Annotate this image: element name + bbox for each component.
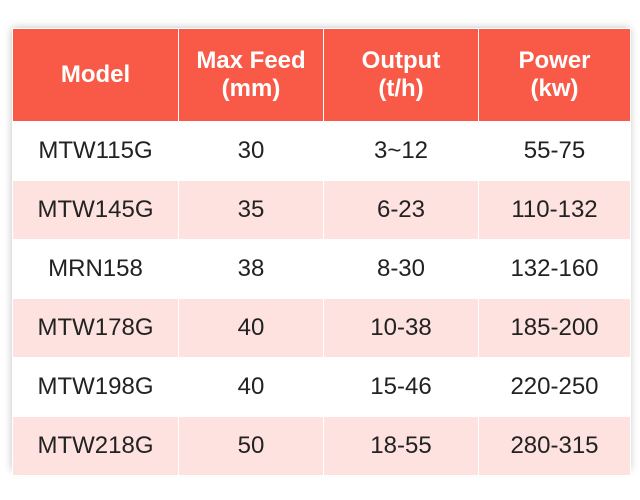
- table-header: Model Max Feed (mm) Output (t/h) Power (kw): [12, 28, 631, 122]
- table-cell: 3~12: [323, 121, 479, 181]
- table-row: MRN158 38 8-30 132-160: [12, 239, 631, 299]
- spec-table: Model Max Feed (mm) Output (t/h) Power (kw)…: [12, 28, 631, 476]
- table-cell: 132-160: [478, 239, 631, 299]
- table-cell: 35: [178, 180, 324, 240]
- table-cell: MTW115G: [12, 121, 179, 181]
- table-cell: 40: [178, 357, 324, 417]
- table-cell: MTW218G: [12, 416, 179, 476]
- table-cell: MTW178G: [12, 298, 179, 358]
- table-cell: 15-46: [323, 357, 479, 417]
- header-cell: Output (t/h): [323, 28, 479, 122]
- table-row: MTW178G 40 10-38 185-200: [12, 298, 631, 358]
- table-row: MTW198G 40 15-46 220-250: [12, 357, 631, 417]
- table-body: MTW115G 30 3~12 55-75 MTW145G 35 6-23 110-132 MR…: [12, 121, 631, 476]
- table-cell: 10-38: [323, 298, 479, 358]
- table-row: MTW115G 30 3~12 55-75: [12, 121, 631, 181]
- table-cell: 55-75: [478, 121, 631, 181]
- table-cell: 6-23: [323, 180, 479, 240]
- table-cell: 30: [178, 121, 324, 181]
- table-cell: 280-315: [478, 416, 631, 476]
- table-cell: 50: [178, 416, 324, 476]
- table-cell: 38: [178, 239, 324, 299]
- table-cell: MTW145G: [12, 180, 179, 240]
- table-cell: MRN158: [12, 239, 179, 299]
- table-row: MTW218G 50 18-55 280-315: [12, 416, 631, 476]
- header-cell: Max Feed (mm): [178, 28, 324, 122]
- table-cell: 8-30: [323, 239, 479, 299]
- table-row: MTW145G 35 6-23 110-132: [12, 180, 631, 240]
- table-card: Model Max Feed (mm) Output (t/h) Power (kw)…: [12, 28, 631, 476]
- header-cell: Power (kw): [478, 28, 631, 122]
- table-cell: 220-250: [478, 357, 631, 417]
- header-row: Model Max Feed (mm) Output (t/h) Power (kw): [12, 28, 631, 122]
- table-cell: 40: [178, 298, 324, 358]
- table-cell: 18-55: [323, 416, 479, 476]
- table-cell: MTW198G: [12, 357, 179, 417]
- table-cell: 185-200: [478, 298, 631, 358]
- header-cell: Model: [12, 28, 179, 122]
- table-cell: 110-132: [478, 180, 631, 240]
